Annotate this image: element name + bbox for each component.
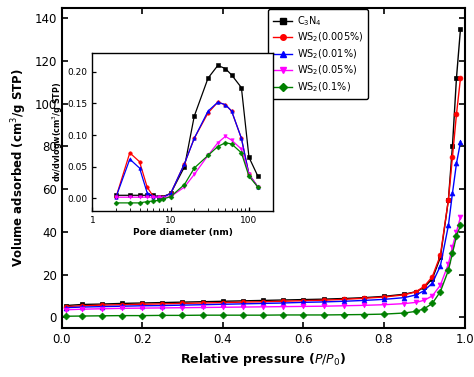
X-axis label: Relative pressure ($P/P_0$): Relative pressure ($P/P_0$)	[180, 351, 346, 368]
Y-axis label: Volume adsorbed (cm$^3$/g STP): Volume adsorbed (cm$^3$/g STP)	[9, 69, 29, 267]
Y-axis label: dv/dvlogw(cm$^3$/g STP): dv/dvlogw(cm$^3$/g STP)	[50, 82, 64, 182]
X-axis label: Pore diameter (nm): Pore diameter (nm)	[133, 228, 232, 237]
Legend: C$_3$N$_4$, WS$_2$(0.005%), WS$_2$(0.01%), WS$_2$(0.05%), WS$_2$(0.1%): C$_3$N$_4$, WS$_2$(0.005%), WS$_2$(0.01%…	[268, 9, 368, 99]
